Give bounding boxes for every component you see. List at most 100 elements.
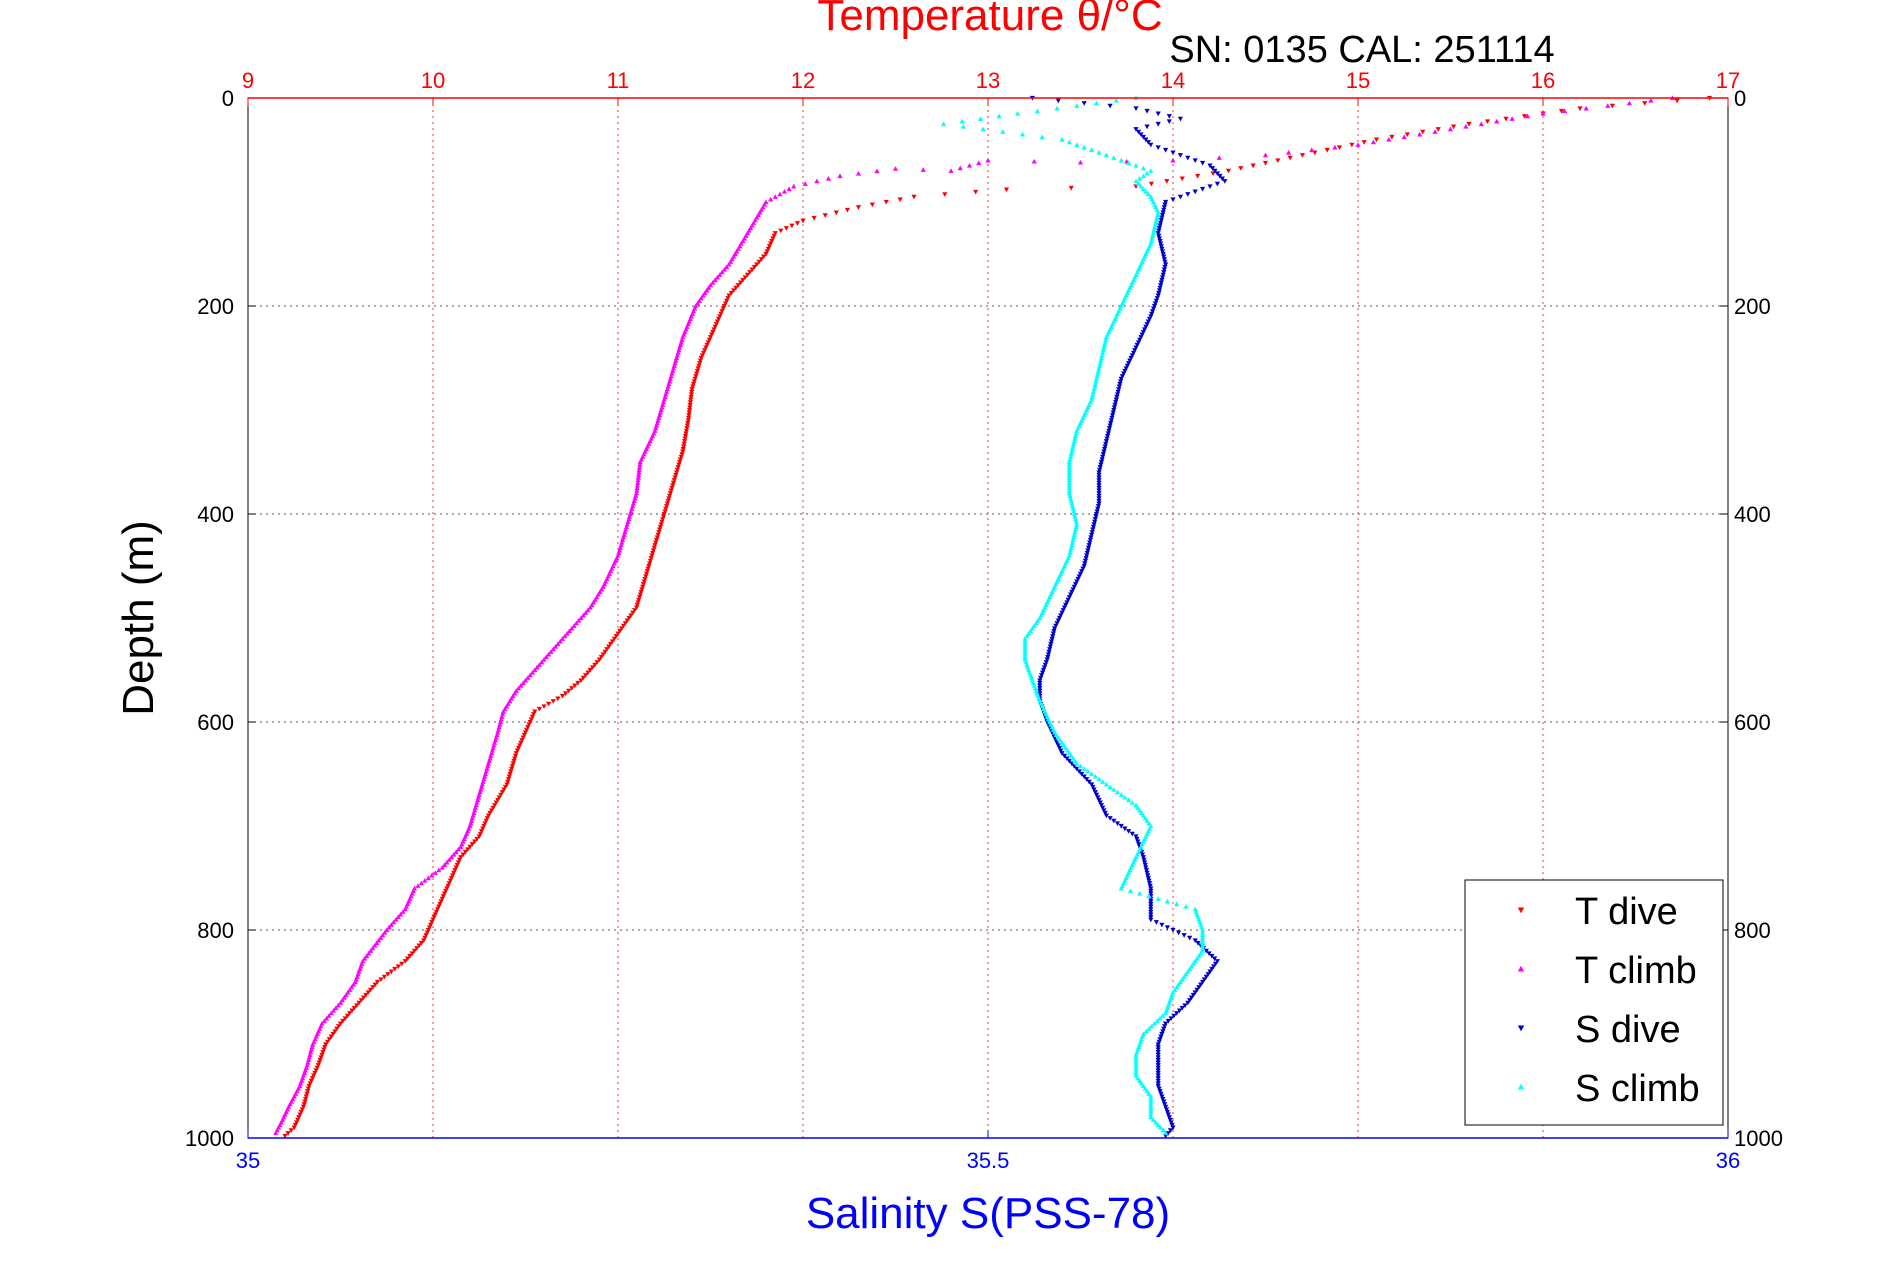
s-climb-point	[1175, 982, 1182, 987]
t-dive-point	[504, 782, 510, 787]
s-dive-point	[1156, 225, 1163, 231]
t-climb-point	[1561, 108, 1568, 114]
t-dive-point	[596, 657, 603, 663]
s-dive-point	[1133, 345, 1139, 351]
y-axis-label: Depth (m)	[114, 520, 163, 716]
s-climb-point	[1071, 438, 1077, 444]
s-dive-point	[1168, 1120, 1174, 1125]
depth-tick-label-right: 400	[1734, 502, 1771, 527]
t-climb-point	[495, 727, 502, 732]
t-dive-point	[685, 418, 691, 423]
s-dive-point	[1039, 673, 1045, 678]
s-climb-point	[1143, 189, 1149, 194]
s-dive-point	[1138, 335, 1144, 340]
t-dive-point	[1003, 187, 1010, 193]
s-climb-point	[1027, 628, 1034, 634]
s-climb-point	[1198, 950, 1204, 956]
t-climb-point	[1509, 116, 1515, 121]
t-climb-point	[704, 287, 710, 293]
t-dive-point	[342, 1016, 348, 1021]
s-dive-point	[1063, 602, 1069, 608]
t-climb-point	[374, 940, 380, 946]
t-dive-point	[688, 394, 694, 400]
s-climb-point	[1107, 784, 1113, 790]
s-climb-point	[1067, 456, 1073, 462]
t-climb-point	[580, 612, 586, 618]
t-dive-point	[833, 210, 839, 216]
s-dive-point	[1095, 506, 1101, 512]
t-climb-point	[490, 745, 496, 751]
s-dive-point	[1115, 389, 1121, 395]
s-climb-point	[1070, 506, 1076, 511]
s-dive-point	[1132, 348, 1138, 353]
t-dive-point	[651, 545, 657, 551]
t-dive-point	[313, 1068, 319, 1073]
t-dive-point	[640, 582, 647, 587]
s-dive-point	[1162, 264, 1168, 270]
temp-tick-label: 17	[1716, 68, 1740, 93]
s-climb-point	[1072, 436, 1078, 441]
s-dive-point	[1093, 511, 1100, 517]
s-climb-point	[1072, 758, 1078, 764]
t-climb-point	[557, 638, 563, 644]
t-dive-point	[611, 636, 617, 642]
s-climb-point	[1192, 958, 1198, 964]
s-dive-point	[1087, 540, 1093, 546]
t-dive-point	[650, 548, 657, 553]
s-dive-point	[1146, 878, 1152, 884]
t-dive-point	[622, 621, 628, 626]
t-dive-point	[303, 1094, 309, 1099]
s-dive-point	[1192, 938, 1198, 943]
s-dive-point	[1156, 228, 1162, 234]
t-climb-point	[470, 813, 476, 818]
depth-tick-label: 800	[197, 918, 234, 943]
s-dive-point	[1155, 1055, 1161, 1060]
t-dive-point	[648, 556, 654, 561]
depth-tick-label: 400	[197, 502, 234, 527]
legend-label-t-climb: T climb	[1575, 950, 1697, 992]
s-climb-point	[1096, 365, 1102, 371]
t-climb-point	[671, 363, 677, 368]
s-climb-point	[1160, 1127, 1166, 1133]
s-dive-point	[1114, 821, 1121, 826]
s-dive-point	[1145, 319, 1151, 325]
t-climb-point	[534, 664, 540, 670]
s-dive-point	[1050, 634, 1056, 639]
t-dive-point	[322, 1044, 328, 1050]
s-dive-point	[1207, 163, 1213, 169]
s-dive-point	[1092, 519, 1098, 525]
s-dive-point	[1055, 618, 1061, 624]
t-dive-point	[633, 605, 640, 611]
t-climb-point	[333, 1005, 339, 1011]
t-climb-point	[675, 350, 681, 355]
t-dive-point	[722, 301, 729, 306]
t-climb-point	[335, 1002, 341, 1008]
t-climb-point	[339, 997, 345, 1003]
t-climb-point	[488, 753, 494, 758]
t-dive-point	[643, 571, 650, 577]
s-dive-point	[1188, 995, 1195, 1001]
t-dive-point	[438, 899, 444, 904]
s-climb-point	[1177, 979, 1183, 985]
s-dive-point	[1111, 405, 1118, 410]
t-dive-point	[1336, 145, 1343, 150]
t-climb-point	[634, 482, 641, 488]
t-climb-point	[481, 776, 487, 782]
s-dive-point	[1145, 140, 1151, 145]
t-dive-point	[469, 842, 475, 847]
t-climb-point	[637, 462, 643, 467]
s-dive-point	[1066, 595, 1072, 600]
t-climb-point	[786, 186, 792, 192]
t-dive-point	[751, 264, 758, 270]
t-climb-point	[618, 542, 624, 548]
t-dive-point	[297, 1112, 303, 1118]
t-dive-point	[706, 337, 712, 343]
t-climb-point	[446, 857, 452, 862]
s-dive-point	[1148, 904, 1154, 910]
t-dive-point	[378, 977, 384, 982]
s-dive-point	[1156, 290, 1162, 296]
t-dive-point	[674, 467, 680, 473]
t-climb-point	[1524, 113, 1531, 119]
t-dive-point	[642, 576, 648, 582]
